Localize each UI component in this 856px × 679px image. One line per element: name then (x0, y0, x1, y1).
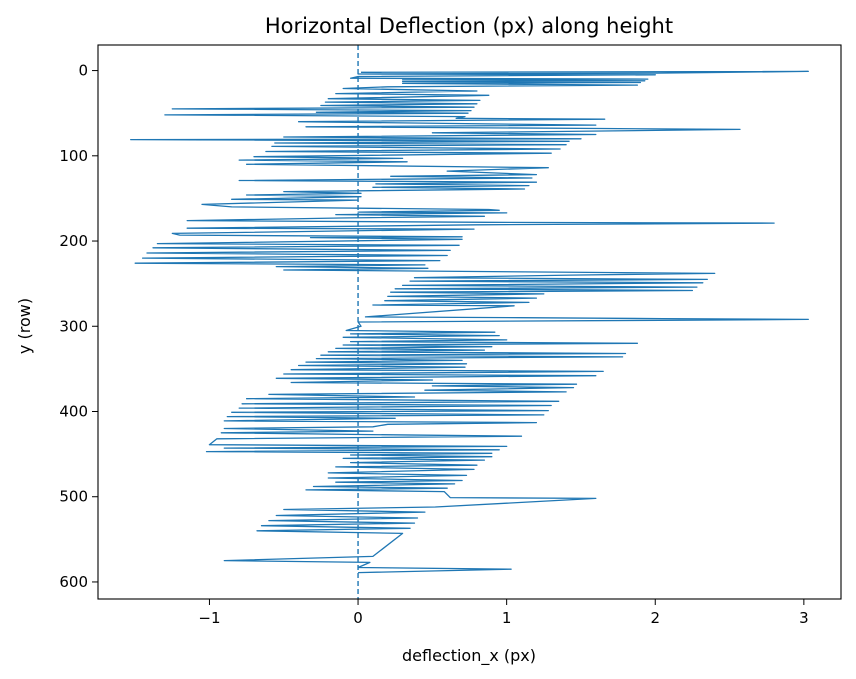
y-axis-ticks: 0 100 200 300 400 500 600 (59, 62, 98, 591)
y-tick-label: 400 (59, 402, 88, 420)
y-tick-label: 600 (59, 573, 88, 591)
y-tick-label: 500 (59, 488, 88, 506)
y-tick-label: 200 (59, 232, 88, 250)
x-tick-label: 0 (353, 609, 363, 627)
x-tick-label: −1 (198, 609, 220, 627)
series-group (130, 70, 809, 574)
x-tick-label: 1 (502, 609, 512, 627)
chart-title: Horizontal Deflection (px) along height (265, 14, 673, 38)
x-tick-label: 3 (799, 609, 809, 627)
x-axis-ticks: −1 0 1 2 3 (198, 599, 809, 627)
series-line-0 (130, 70, 809, 574)
y-axis-label: y (row) (15, 298, 34, 354)
y-tick-label: 0 (78, 62, 88, 80)
y-tick-label: 100 (59, 147, 88, 165)
y-tick-label: 300 (59, 317, 88, 335)
x-tick-label: 2 (650, 609, 660, 627)
x-axis-label: deflection_x (px) (402, 646, 536, 666)
plot-area (97, 44, 842, 600)
plot-frame (97, 44, 842, 600)
